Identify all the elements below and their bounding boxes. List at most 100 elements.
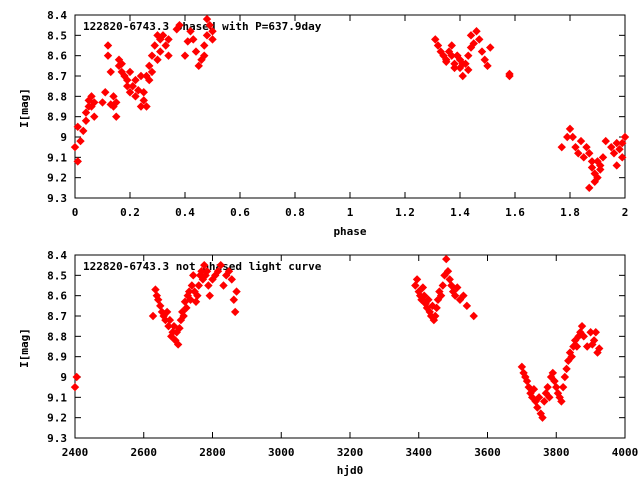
data-points bbox=[70, 254, 604, 422]
y-tick-label: 9.2 bbox=[47, 412, 67, 425]
data-point bbox=[579, 332, 588, 341]
data-point bbox=[109, 92, 118, 101]
data-point bbox=[432, 303, 441, 313]
data-point bbox=[442, 57, 451, 66]
y-tick-label: 8.5 bbox=[47, 29, 67, 42]
data-point bbox=[595, 344, 604, 353]
data-point bbox=[103, 51, 113, 60]
data-point bbox=[98, 98, 107, 107]
data-point bbox=[87, 92, 96, 101]
data-point bbox=[191, 47, 201, 56]
data-point bbox=[412, 275, 422, 284]
data-point bbox=[230, 307, 240, 317]
data-point bbox=[200, 260, 209, 270]
data-point bbox=[505, 69, 514, 79]
data-point bbox=[462, 301, 472, 311]
data-point bbox=[612, 138, 621, 148]
data-point bbox=[70, 142, 80, 152]
data-point bbox=[197, 267, 206, 276]
data-point bbox=[194, 61, 203, 71]
data-point bbox=[182, 303, 191, 313]
x-axis-label: phase bbox=[333, 225, 366, 238]
data-point bbox=[458, 71, 467, 81]
x-tick-label: 3200 bbox=[337, 446, 364, 459]
data-point bbox=[200, 41, 209, 50]
data-point bbox=[101, 88, 110, 97]
data-point bbox=[184, 287, 194, 296]
y-tick-label: 8.6 bbox=[47, 290, 67, 303]
data-point bbox=[618, 153, 627, 162]
data-point bbox=[175, 20, 184, 30]
data-point bbox=[164, 35, 173, 44]
data-point bbox=[158, 31, 168, 40]
data-point bbox=[125, 67, 135, 77]
data-point bbox=[562, 364, 571, 374]
x-tick-label: 4000 bbox=[612, 446, 639, 459]
data-point bbox=[117, 59, 126, 69]
y-tick-label: 9.1 bbox=[47, 151, 67, 164]
data-point bbox=[585, 183, 594, 193]
data-point bbox=[438, 281, 448, 290]
chart-panel-1: 0 0.2 0.4 0.6 0.8 1 1.2 1.4 1.6 1.8 2 8.4 8.5 8.6 8.7 8… bbox=[18, 9, 630, 238]
data-point bbox=[147, 67, 157, 77]
data-point bbox=[204, 281, 213, 290]
data-point bbox=[224, 267, 234, 276]
data-point bbox=[131, 92, 140, 101]
data-point bbox=[620, 132, 630, 142]
x-tick-label: 1.4 bbox=[450, 206, 470, 219]
y-tick-label: 8.8 bbox=[47, 90, 67, 103]
data-point bbox=[596, 165, 605, 174]
data-point bbox=[534, 393, 544, 402]
data-point bbox=[232, 287, 241, 296]
data-point bbox=[450, 291, 460, 300]
data-point bbox=[191, 297, 201, 306]
data-point bbox=[450, 63, 459, 73]
data-point bbox=[447, 41, 456, 50]
data-point bbox=[442, 254, 451, 264]
y-tick-label: 9.3 bbox=[47, 432, 67, 445]
data-point bbox=[469, 39, 478, 48]
y-axis-label: I[mag] bbox=[18, 328, 31, 368]
data-point bbox=[418, 283, 428, 292]
data-point bbox=[609, 149, 619, 158]
data-point bbox=[582, 142, 591, 152]
data-point bbox=[458, 59, 467, 69]
data-point bbox=[607, 142, 616, 152]
data-point bbox=[557, 397, 566, 406]
data-point bbox=[475, 35, 484, 44]
data-point bbox=[216, 260, 225, 270]
data-point bbox=[73, 122, 82, 132]
data-point bbox=[589, 336, 599, 345]
data-point bbox=[522, 376, 532, 386]
data-point bbox=[103, 41, 113, 50]
data-point bbox=[148, 311, 158, 321]
data-point bbox=[538, 413, 547, 422]
data-point bbox=[424, 295, 433, 304]
data-point bbox=[112, 98, 121, 107]
data-point bbox=[529, 384, 539, 394]
x-tick-label: 3000 bbox=[268, 446, 295, 459]
data-point bbox=[125, 88, 135, 97]
y-tick-label: 8.7 bbox=[47, 310, 67, 323]
data-point bbox=[453, 283, 462, 292]
data-point bbox=[443, 267, 453, 276]
data-point bbox=[563, 132, 572, 142]
data-point bbox=[469, 311, 478, 321]
data-point bbox=[517, 362, 527, 372]
data-point bbox=[466, 31, 476, 40]
data-point bbox=[73, 157, 82, 166]
data-point bbox=[179, 311, 188, 321]
data-point bbox=[483, 61, 492, 71]
data-point bbox=[208, 35, 217, 44]
data-point bbox=[459, 291, 468, 300]
y-tick-label: 8.5 bbox=[47, 269, 67, 282]
x-tick-label: 1.6 bbox=[505, 206, 525, 219]
x-tick-label: 1.2 bbox=[395, 206, 415, 219]
data-point bbox=[560, 372, 570, 382]
data-point bbox=[453, 51, 462, 60]
data-point bbox=[136, 102, 146, 111]
data-point bbox=[162, 307, 172, 317]
data-point bbox=[90, 98, 99, 107]
y-tick-label: 9.1 bbox=[47, 391, 67, 404]
chart-panel-2: 2400 2600 2800 3000 3200 3400 3600 3800 4000 8.4 8… bbox=[18, 249, 638, 477]
